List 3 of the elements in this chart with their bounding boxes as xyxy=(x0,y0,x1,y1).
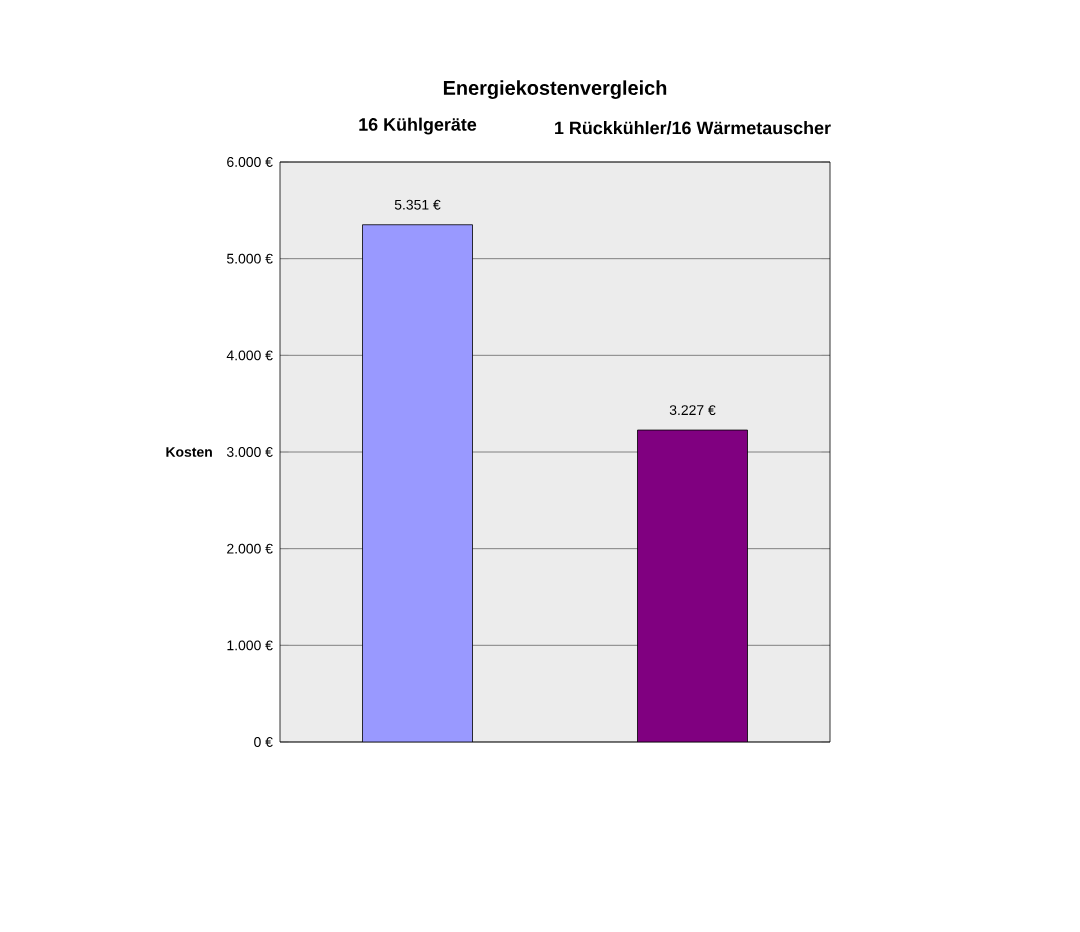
chart-title: Energiekostenvergleich xyxy=(443,80,667,99)
x-tick-label: 1 Rückkühler/16 Wärmetauscher xyxy=(555,121,831,135)
x-tick-label: 16 Kühlgeräte xyxy=(359,117,477,135)
